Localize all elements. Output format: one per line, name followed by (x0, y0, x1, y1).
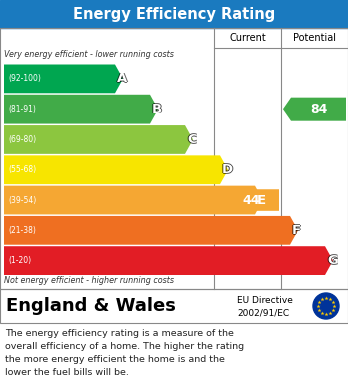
Text: (1-20): (1-20) (8, 256, 31, 265)
Text: G: G (326, 254, 337, 267)
Text: E: E (256, 194, 265, 206)
Polygon shape (4, 246, 333, 275)
Text: E: E (258, 194, 267, 206)
Text: C: C (186, 133, 196, 146)
Polygon shape (4, 155, 228, 184)
Text: 44: 44 (243, 194, 260, 206)
Text: F: F (293, 224, 302, 237)
Polygon shape (4, 65, 123, 93)
Text: A: A (118, 72, 128, 85)
Circle shape (313, 293, 339, 319)
Text: Energy Efficiency Rating: Energy Efficiency Rating (73, 7, 275, 22)
Polygon shape (216, 189, 279, 211)
Text: G: G (327, 254, 338, 267)
Text: G: G (327, 255, 338, 268)
Text: (69-80): (69-80) (8, 135, 36, 144)
Text: F: F (292, 224, 301, 238)
Text: A: A (117, 72, 127, 84)
Text: B: B (152, 102, 162, 115)
Text: D: D (222, 162, 233, 176)
Text: D: D (222, 164, 233, 177)
Text: F: F (291, 224, 300, 237)
Text: (21-38): (21-38) (8, 226, 36, 235)
Polygon shape (4, 186, 263, 214)
Text: D: D (221, 163, 232, 176)
Polygon shape (283, 98, 346, 121)
Text: E: E (257, 194, 266, 207)
Polygon shape (4, 216, 298, 245)
Text: C: C (187, 133, 197, 146)
Text: England & Wales: England & Wales (6, 297, 176, 315)
Text: (81-91): (81-91) (8, 105, 36, 114)
Text: B: B (151, 103, 161, 116)
Text: B: B (152, 103, 162, 116)
Polygon shape (4, 95, 158, 124)
Text: A: A (117, 72, 127, 85)
Text: A: A (116, 72, 126, 85)
Text: F: F (292, 224, 301, 237)
Text: C: C (188, 133, 197, 146)
Text: B: B (152, 104, 162, 117)
Text: Not energy efficient - higher running costs: Not energy efficient - higher running co… (4, 276, 174, 285)
Text: D: D (222, 163, 233, 176)
Text: A: A (117, 73, 127, 86)
Text: D: D (223, 163, 234, 176)
Text: G: G (328, 254, 339, 267)
Polygon shape (4, 125, 193, 154)
Bar (0, 0, 348, 28)
Text: C: C (187, 132, 197, 145)
Text: C: C (187, 134, 197, 147)
Text: G: G (327, 253, 338, 266)
Text: 2002/91/EC: 2002/91/EC (237, 308, 289, 317)
Text: The energy efficiency rating is a measure of the
overall efficiency of a home. T: The energy efficiency rating is a measur… (5, 329, 244, 377)
Text: F: F (292, 223, 301, 236)
Text: (39-54): (39-54) (8, 196, 36, 204)
Text: Current: Current (229, 33, 266, 43)
Text: (92-100): (92-100) (8, 74, 41, 83)
Bar (0, 28, 348, 289)
Text: EU Directive: EU Directive (237, 296, 293, 305)
Text: E: E (257, 194, 266, 206)
Text: (55-68): (55-68) (8, 165, 36, 174)
Text: E: E (257, 193, 266, 206)
Text: 84: 84 (310, 103, 327, 116)
Text: Potential: Potential (293, 33, 336, 43)
Text: Very energy efficient - lower running costs: Very energy efficient - lower running co… (4, 50, 174, 59)
Text: B: B (153, 103, 163, 116)
Bar (0, 289, 348, 323)
